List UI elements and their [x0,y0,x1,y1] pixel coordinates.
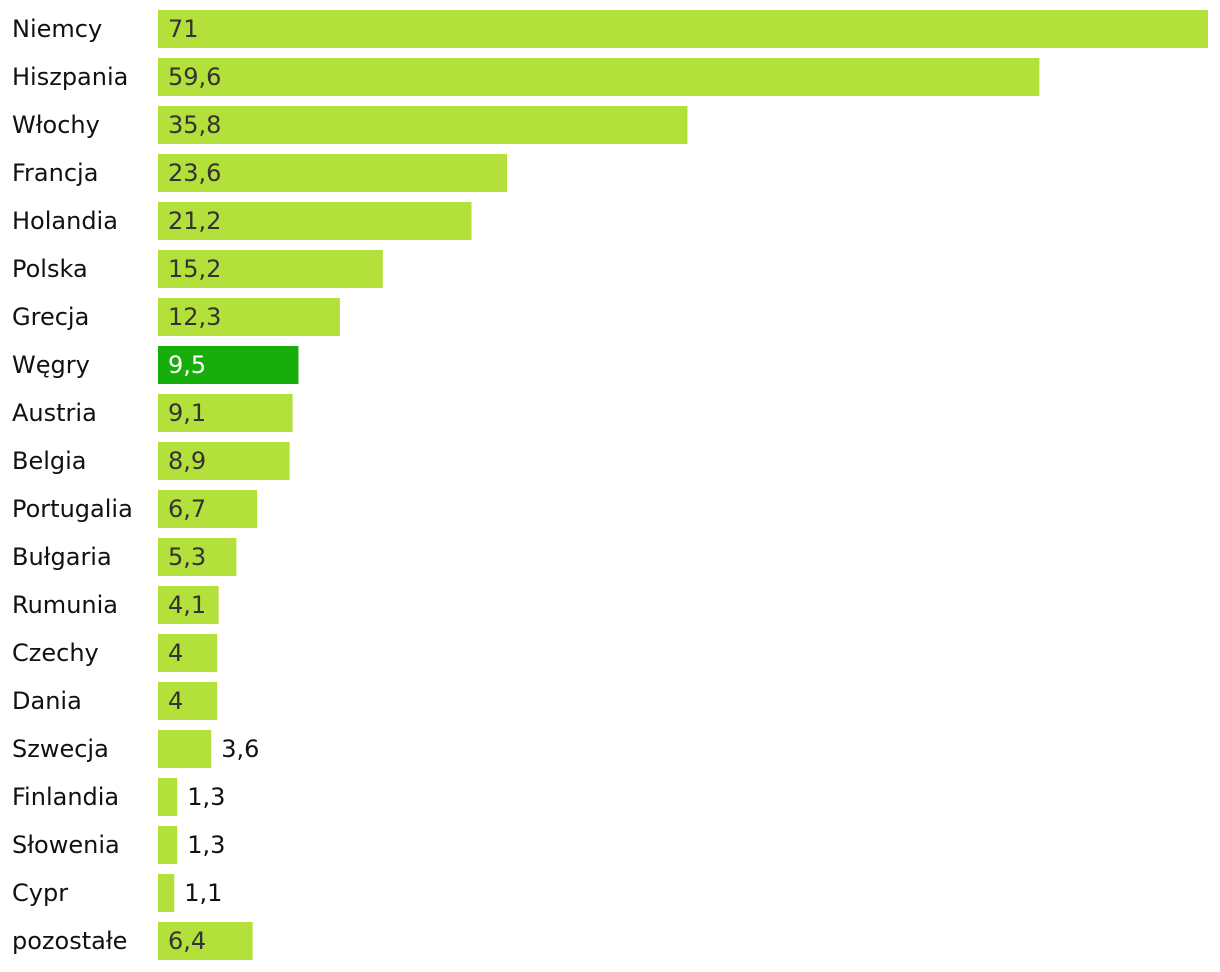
value-label: 9,1 [168,399,206,427]
category-label: Niemcy [12,15,102,43]
value-label: 5,3 [168,543,206,571]
category-label: Grecja [12,303,89,331]
category-label: Hiszpania [12,63,128,91]
bar [158,106,688,144]
category-label: pozostałe [12,927,127,955]
category-label: Słowenia [12,831,120,859]
bar [158,442,290,480]
category-label: Włochy [12,111,100,139]
category-label: Węgry [12,351,90,379]
bar [158,538,237,576]
category-label: Finlandia [12,783,119,811]
bar [158,490,258,528]
value-label: 35,8 [168,111,221,139]
value-label: 4,1 [168,591,206,619]
value-label: 23,6 [168,159,221,187]
bar [158,394,293,432]
value-label: 1,3 [187,783,225,811]
bar [158,682,218,720]
category-label: Rumunia [12,591,118,619]
category-label: Austria [12,399,97,427]
bar [158,778,178,816]
bar [158,154,508,192]
value-label: 4 [168,639,183,667]
bar [158,634,218,672]
category-label: Czechy [12,639,99,667]
value-label: 1,1 [184,879,222,907]
bar [158,586,219,624]
bar [158,202,472,240]
category-label: Polska [12,255,88,283]
value-label: 12,3 [168,303,221,331]
value-label: 6,7 [168,495,206,523]
value-label: 8,9 [168,447,206,475]
category-label: Dania [12,687,82,715]
value-label: 6,4 [168,927,206,955]
value-label: 71 [168,15,199,43]
category-label: Belgia [12,447,87,475]
bar [158,874,175,912]
bar [158,250,383,288]
bar [158,730,212,768]
value-label: 4 [168,687,183,715]
bar [158,922,253,960]
category-label: Holandia [12,207,118,235]
value-label: 3,6 [221,735,259,763]
value-label: 1,3 [187,831,225,859]
category-label: Francja [12,159,98,187]
value-label: 59,6 [168,63,221,91]
category-label: Portugalia [12,495,133,523]
bar [158,58,1040,96]
value-label: 9,5 [168,351,206,379]
bar [158,10,1208,48]
category-label: Szwecja [12,735,109,763]
value-label: 21,2 [168,207,221,235]
value-label: 15,2 [168,255,221,283]
bar [158,826,178,864]
category-label: Bułgaria [12,543,112,571]
bar [158,346,299,384]
bar [158,298,340,336]
category-label: Cypr [12,879,68,907]
